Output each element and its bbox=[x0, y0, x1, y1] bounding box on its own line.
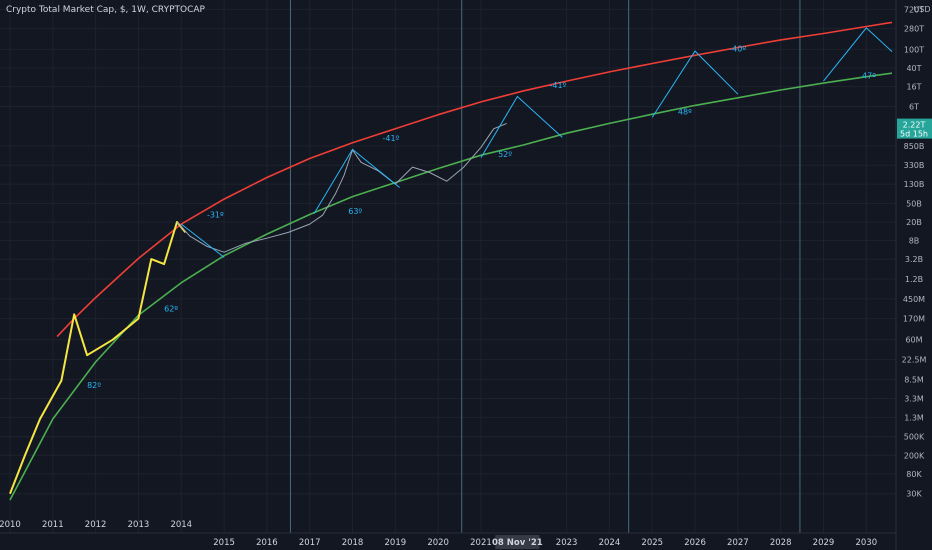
projection-line bbox=[480, 95, 563, 158]
price-tick-label: 170M bbox=[903, 315, 925, 324]
time-tick-label: 2019 bbox=[385, 538, 407, 548]
annotations: 82º 62º -31º 63º -41º 52º -41º 48º -40º 47º bbox=[87, 45, 876, 391]
price-tick-label: 22.5M bbox=[902, 356, 927, 365]
projection-line bbox=[651, 50, 739, 118]
angle-annotation: 47º bbox=[862, 71, 876, 80]
time-tick-label: 2025 bbox=[641, 538, 663, 548]
angle-annotation: -40º bbox=[729, 45, 746, 54]
projection-line bbox=[313, 148, 400, 215]
series-line bbox=[9, 221, 187, 495]
time-tick-label: 2015 bbox=[213, 538, 235, 548]
angle-annotation: 48º bbox=[678, 108, 692, 117]
data-series bbox=[9, 21, 893, 501]
time-tick-label: 2027 bbox=[727, 538, 749, 548]
price-tick-label: 850B bbox=[904, 142, 925, 151]
price-tick-label: 30K bbox=[906, 490, 922, 499]
time-tick-label: 2010 bbox=[0, 520, 21, 530]
price-tick-label: 40T bbox=[906, 64, 921, 73]
price-tick-label: 130B bbox=[904, 180, 925, 189]
price-tick-label: 20B bbox=[906, 218, 922, 227]
price-tick-label: 200K bbox=[904, 451, 925, 460]
time-tick-label: 2016 bbox=[256, 538, 278, 548]
time-tick-label: 2011 bbox=[42, 520, 64, 530]
price-tick-label: 3.2B bbox=[905, 255, 923, 264]
projections bbox=[180, 27, 893, 258]
time-tick-label: 2014 bbox=[170, 520, 192, 530]
price-tick-label: 16T bbox=[906, 83, 921, 92]
angle-annotation: 82º bbox=[87, 381, 101, 390]
price-tick-label: 720T bbox=[904, 5, 924, 14]
price-tick-label: 6T bbox=[909, 102, 919, 111]
price-tick-label: 500K bbox=[904, 433, 925, 442]
time-tick-label: 2017 bbox=[299, 538, 321, 548]
grid bbox=[0, 0, 896, 533]
angle-annotation: 63º bbox=[348, 207, 362, 216]
price-axis-background bbox=[896, 0, 932, 550]
price-tick-label: 1.2B bbox=[905, 275, 923, 284]
time-tick-label: 2026 bbox=[684, 538, 706, 548]
price-tick-label: 8.5M bbox=[904, 375, 924, 384]
price-tick-label: 3.3M bbox=[904, 394, 924, 403]
current-value-countdown: 5d 15h bbox=[900, 130, 928, 139]
price-tick-label: 1.3M bbox=[904, 413, 924, 422]
price-tick-label: 280T bbox=[904, 25, 924, 34]
time-cursor-badge bbox=[495, 535, 540, 549]
time-cursor-label: 08 Nov '21 bbox=[492, 538, 543, 548]
series-line bbox=[176, 122, 507, 253]
price-tick-label: 450M bbox=[903, 295, 925, 304]
current-value-text: 2.22T bbox=[903, 121, 926, 130]
current-value-badge bbox=[897, 118, 932, 139]
vertical-markers bbox=[289, 0, 801, 533]
time-tick-label: 2030 bbox=[855, 538, 877, 548]
price-tick-label: 80K bbox=[906, 470, 922, 479]
angle-annotation: -41º bbox=[549, 81, 566, 90]
angle-annotation: 52º bbox=[498, 150, 512, 159]
price-tick-label: 8B bbox=[909, 237, 920, 246]
price-tick-label: 60M bbox=[905, 336, 922, 345]
angle-annotation: -41º bbox=[382, 134, 399, 143]
projection-line bbox=[180, 223, 225, 258]
price-tick-label: 100T bbox=[904, 45, 924, 54]
price-tick-label: 330B bbox=[904, 161, 925, 170]
time-tick-label: 2029 bbox=[813, 538, 835, 548]
price-axis-unit: USD bbox=[913, 5, 930, 14]
series-line bbox=[56, 21, 893, 338]
time-tick-label: 2020 bbox=[427, 538, 449, 548]
time-tick-label: 2023 bbox=[556, 538, 578, 548]
time-tick-label: 2021 bbox=[470, 538, 492, 548]
price-tick-label: 50B bbox=[906, 199, 922, 208]
time-tick-label: 2018 bbox=[342, 538, 364, 548]
angle-annotation: 62º bbox=[164, 305, 178, 314]
chart-title: Crypto Total Market Cap, $, 1W, CRYPTOCA… bbox=[6, 5, 206, 15]
projection-line bbox=[823, 27, 893, 82]
angle-annotation: -31º bbox=[207, 210, 224, 219]
time-tick-label: 2028 bbox=[770, 538, 792, 548]
time-tick-label: 2013 bbox=[128, 520, 150, 530]
time-axis[interactable]: 2010 2011 2012 2013 2014 2015 2016 2017 2018 2019… bbox=[0, 520, 877, 549]
series-line bbox=[9, 72, 893, 501]
price-axis[interactable]: 720T 280T 100T 40T 16T 6T 850B 330B 130B 50B 20B 8B… bbox=[897, 5, 932, 499]
time-tick-label: 2024 bbox=[599, 538, 621, 548]
time-tick-label: 2012 bbox=[85, 520, 107, 530]
